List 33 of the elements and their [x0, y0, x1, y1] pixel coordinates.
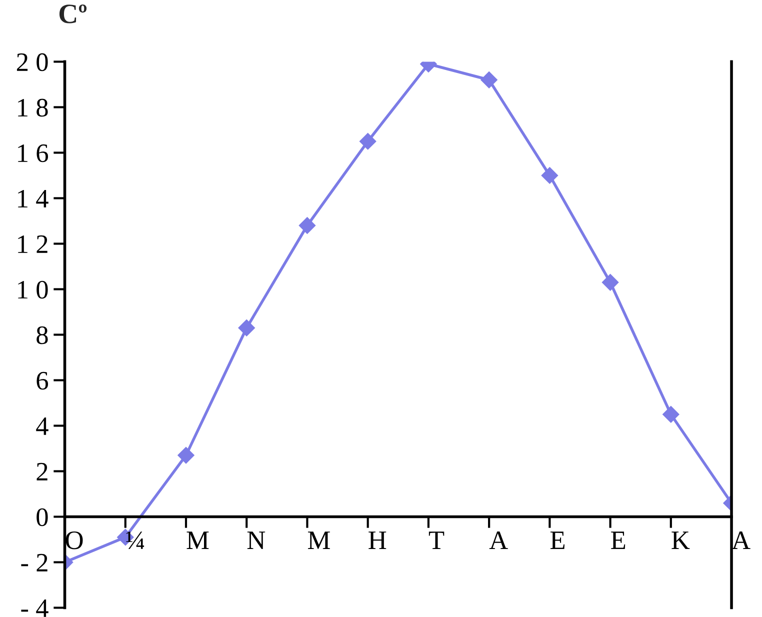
point	[662, 406, 680, 423]
y-tick-label: 8	[36, 326, 48, 344]
y-tick-label: - 2	[21, 554, 48, 572]
point	[602, 274, 619, 291]
x-tick-label: M	[186, 532, 209, 549]
y-tick-label: 0	[36, 508, 48, 526]
x-tick-label: M	[308, 532, 330, 549]
y-tick-label: 1 2	[18, 235, 48, 253]
x-tick-label: A	[489, 532, 508, 549]
x-tick-label: N	[247, 532, 266, 549]
x-tick-label: H	[368, 532, 386, 549]
x-tick-label: K	[672, 532, 690, 549]
y-tick-label: 4	[36, 418, 48, 435]
y-tick-label: 2 0	[16, 53, 48, 72]
point	[480, 72, 498, 88]
point	[298, 217, 316, 234]
x-tick-label: E	[611, 532, 626, 549]
point	[238, 320, 255, 336]
x-tick-label: T	[428, 532, 444, 549]
y-tick-label: 6	[36, 372, 48, 390]
point	[359, 132, 376, 150]
y-tick-label: - 4	[21, 600, 48, 617]
point	[178, 446, 194, 464]
x-tick-label: ¼	[126, 532, 144, 549]
y-tick-label: 1 0	[18, 280, 48, 299]
y-tick-label: 1 4	[18, 190, 48, 208]
point	[541, 167, 558, 184]
x-tick-label: O	[66, 531, 83, 550]
x-tick-label: E	[550, 532, 564, 549]
y-axis-title: Cº	[59, 4, 87, 24]
y-tick-label: 1 8	[18, 98, 48, 117]
y-tick-label: 1 6	[18, 144, 48, 162]
y-tick-label: 2	[36, 462, 48, 480]
